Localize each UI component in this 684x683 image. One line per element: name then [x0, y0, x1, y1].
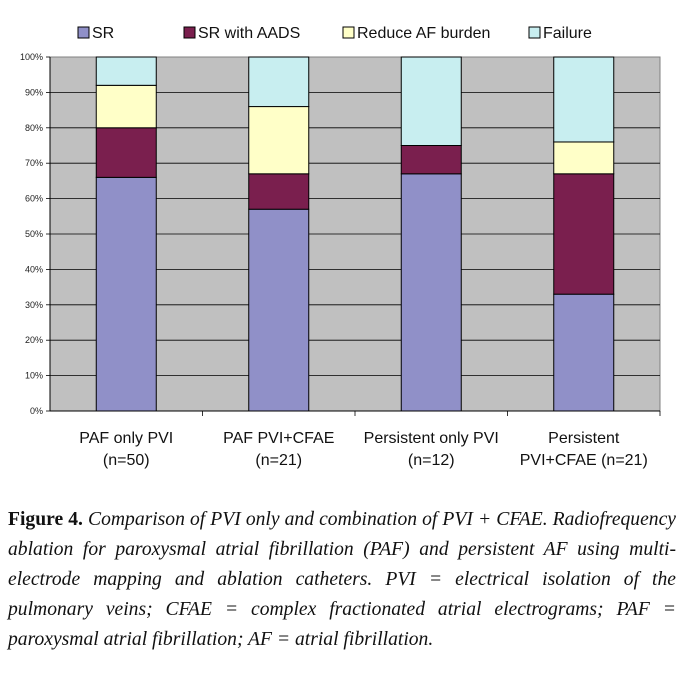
legend-label: Failure: [543, 25, 592, 42]
bar-segment-sr: [95, 176, 157, 412]
bar-segment-failure: [553, 56, 615, 143]
x-category-label: (n=12): [408, 452, 455, 469]
legend-label: Reduce AF burden: [357, 25, 490, 42]
y-tick-label: 100%: [20, 52, 43, 62]
bar-segment-sr-with-aads: [95, 127, 157, 178]
bar-segment-sr: [553, 293, 615, 412]
figure-caption: Figure 4. Comparison of PVI only and com…: [8, 505, 676, 655]
y-tick-label: 20%: [25, 335, 43, 345]
legend-swatch: [77, 26, 90, 39]
x-category-label: PVI+CFAE (n=21): [520, 452, 648, 469]
bar-segment-failure: [400, 56, 462, 146]
y-tick-label: 50%: [25, 229, 43, 239]
y-tick-label: 90%: [25, 87, 43, 97]
y-tick-label: 40%: [25, 264, 43, 274]
bar-segment-failure: [248, 56, 310, 108]
x-category-label: Persistent: [548, 430, 620, 447]
bar-segment-sr-with-aads: [553, 173, 615, 295]
bar-segment-reduce-af-burden: [553, 141, 615, 175]
legend-label: SR with AADS: [198, 25, 300, 42]
legend-swatch: [342, 26, 355, 39]
bar-segment-sr: [400, 173, 462, 412]
caption-text: Comparison of PVI only and combination o…: [8, 509, 676, 650]
legend-label: SR: [92, 25, 114, 42]
x-category-label: Persistent only PVI: [364, 430, 499, 447]
bar-segment-reduce-af-burden: [95, 84, 157, 129]
bar-segment-sr: [248, 208, 310, 412]
x-category-label: (n=21): [255, 452, 302, 469]
bar-segment-failure: [95, 56, 157, 86]
x-category-label: (n=50): [103, 452, 150, 469]
legend-swatch: [528, 26, 541, 39]
y-tick-label: 0%: [30, 406, 43, 416]
caption-label: Figure 4.: [8, 509, 83, 530]
chart-svg: 0% 10% 20% 30% 40% 50% 60% 70% 80% 90% 100% PAF onl…: [20, 25, 661, 469]
y-tick-label: 60%: [25, 194, 43, 204]
legend-swatch: [183, 26, 196, 39]
y-tick-label: 10%: [25, 371, 43, 381]
bar-segment-sr-with-aads: [248, 173, 310, 210]
y-tick-label: 30%: [25, 300, 43, 310]
y-tick-label: 80%: [25, 123, 43, 133]
bar-segment-sr-with-aads: [400, 145, 462, 175]
x-category-label: PAF PVI+CFAE: [223, 430, 334, 447]
bar-segment-reduce-af-burden: [248, 106, 310, 175]
stacked-bar-chart: 0% 10% 20% 30% 40% 50% 60% 70% 80% 90% 100% PAF onl…: [20, 25, 661, 469]
x-category-label: PAF only PVI: [79, 430, 173, 447]
y-tick-label: 70%: [25, 158, 43, 168]
